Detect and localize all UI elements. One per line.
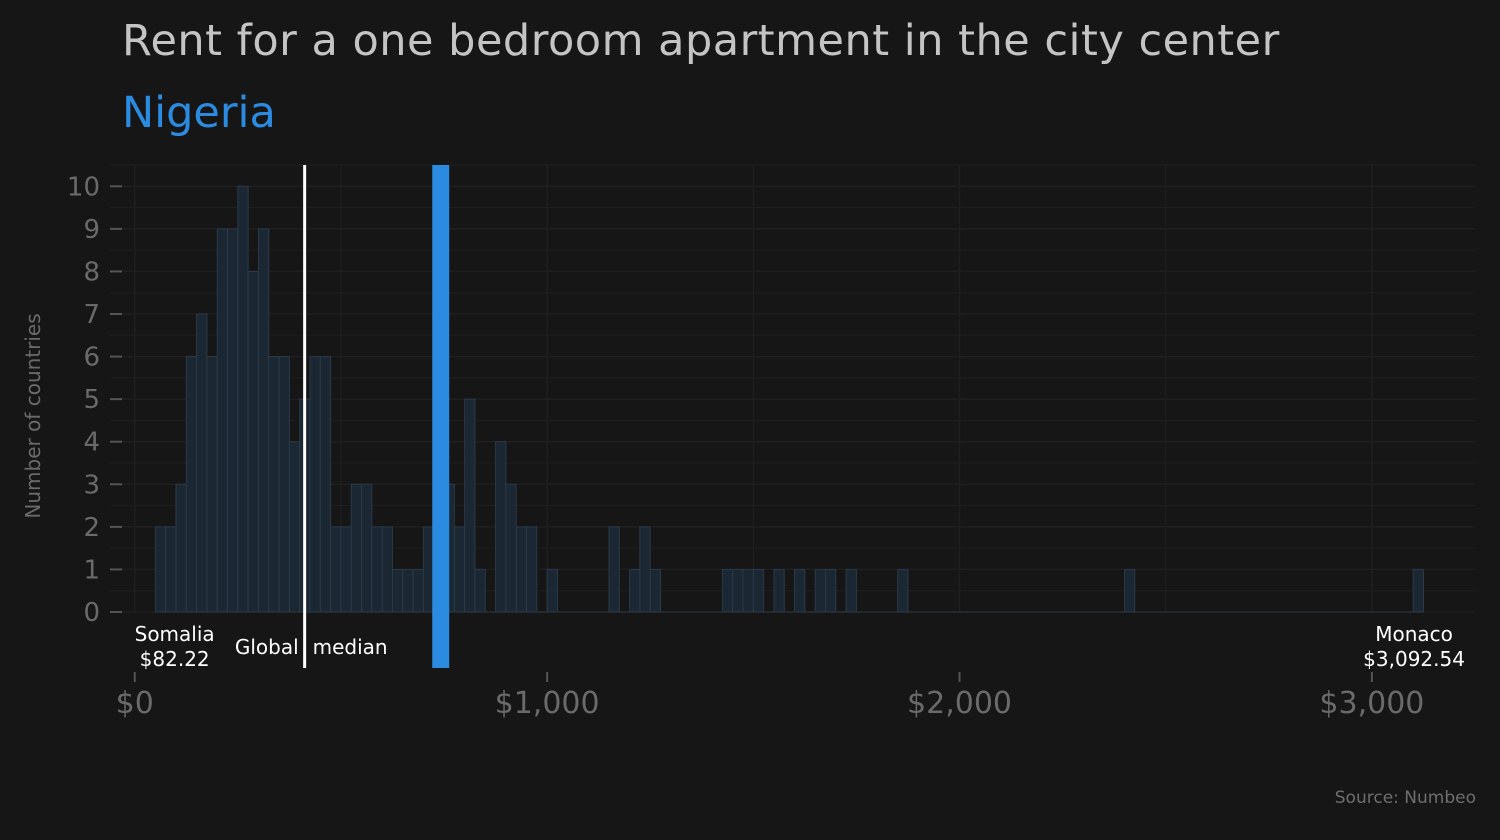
chart-subtitle: Nigeria <box>122 88 276 138</box>
histogram-bar <box>247 270 259 613</box>
histogram-bar <box>402 568 414 613</box>
y-tick-label: 10 <box>67 172 100 202</box>
histogram-bar <box>546 568 558 613</box>
y-tick-label: 9 <box>83 215 100 245</box>
histogram-bar <box>464 398 476 613</box>
histogram-bar <box>165 526 177 613</box>
y-tick-label: 5 <box>83 385 100 415</box>
histogram-bar <box>752 568 765 613</box>
histogram-bar <box>340 526 352 613</box>
histogram-bar <box>721 568 734 613</box>
histogram-bar <box>1412 568 1424 613</box>
median-label-left: Global <box>235 635 299 659</box>
histogram-bar <box>391 568 404 613</box>
reference-lines <box>303 165 450 668</box>
y-tick-label: 6 <box>83 343 100 373</box>
histogram-bar <box>608 526 620 613</box>
histogram-bar <box>474 568 486 613</box>
histogram-bar <box>196 313 208 613</box>
histogram-bar <box>185 356 198 613</box>
histogram-bar <box>216 228 229 613</box>
histogram-bar <box>897 568 909 613</box>
histogram-bar <box>381 526 393 613</box>
histogram-bar <box>845 568 857 613</box>
source-note: Source: Numbeo <box>1334 788 1476 808</box>
x-axis: $0 $1,000 $2,000 $3,000 <box>116 672 1424 721</box>
histogram-bar <box>814 568 826 613</box>
histogram-bar <box>824 568 837 613</box>
y-tick-label: 3 <box>83 470 100 500</box>
median-label-right: median <box>313 635 388 659</box>
x-tick-label: $1,000 <box>495 686 600 721</box>
x-tick-label: $2,000 <box>907 686 1012 721</box>
y-tick-label: 7 <box>83 300 100 330</box>
histogram-bar <box>257 228 270 613</box>
histogram-bar <box>154 526 167 613</box>
histogram-bar <box>1123 568 1136 613</box>
histogram-bar <box>629 568 641 613</box>
histogram-bar <box>649 568 662 613</box>
histogram-bar <box>361 483 373 613</box>
histogram-bar <box>268 356 280 613</box>
histogram-bar <box>319 356 332 613</box>
highlight-country-line <box>432 165 450 668</box>
histogram-bar <box>526 526 538 613</box>
y-tick-label: 2 <box>83 513 100 543</box>
annotations: Global median Somalia$82.22 Monaco$3,092.54 <box>135 622 1465 671</box>
y-tick-label: 0 <box>83 598 100 628</box>
histogram-bar <box>288 441 301 613</box>
histogram-bar <box>206 356 218 613</box>
histogram-bar <box>227 228 239 613</box>
histogram-bar <box>453 526 466 613</box>
histogram-bar <box>639 526 651 613</box>
histogram-bar <box>330 526 342 613</box>
histogram-bar <box>278 356 290 613</box>
min-country-label: Somalia <box>135 622 215 646</box>
chart-title: Rent for a one bedroom apartment in the … <box>122 16 1280 66</box>
histogram-bar <box>350 483 363 613</box>
x-tick-label: $0 <box>116 686 154 721</box>
histogram-bar <box>732 568 744 613</box>
y-axis: 0 1 2 3 4 5 6 7 8 9 10 <box>67 172 122 628</box>
max-country-label: Monaco <box>1375 622 1453 646</box>
histogram-bar <box>422 526 435 613</box>
max-value-label: $3,092.54 <box>1363 647 1465 671</box>
histogram-bar <box>495 441 507 613</box>
histogram-bar <box>175 483 187 613</box>
y-tick-label: 8 <box>83 257 100 287</box>
min-value-label: $82.22 <box>140 647 210 671</box>
histogram-bar <box>794 568 806 613</box>
histogram-bar <box>237 185 249 613</box>
y-tick-label: 4 <box>83 428 100 458</box>
histogram-bar <box>371 526 383 613</box>
histogram-bar <box>773 568 785 613</box>
x-tick-label: $3,000 <box>1319 686 1424 721</box>
y-axis-label: Number of countries <box>21 313 45 518</box>
y-tick-label: 1 <box>83 555 100 585</box>
histogram-bar <box>412 568 424 613</box>
histogram-bar <box>742 568 754 613</box>
histogram-bar <box>515 526 528 613</box>
histogram-bar <box>309 356 321 613</box>
histogram-bar <box>505 483 517 613</box>
